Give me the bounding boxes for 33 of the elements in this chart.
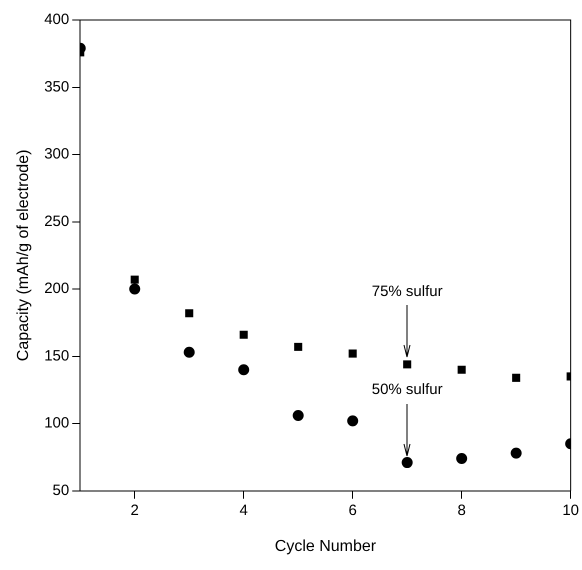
y-tick-label: 400 — [44, 11, 70, 28]
point — [510, 448, 522, 459]
point — [347, 415, 358, 426]
point — [238, 364, 250, 376]
point — [403, 360, 412, 368]
y-tick-label: 50 — [52, 482, 70, 499]
point — [512, 374, 520, 382]
y-tick-label: 150 — [44, 347, 70, 364]
point — [402, 457, 413, 468]
x-tick-label: 6 — [348, 502, 357, 519]
y-tick-label: 250 — [44, 212, 70, 230]
annotation: 50% sulfur — [372, 381, 443, 398]
x-tick-label: 8 — [458, 502, 466, 519]
point — [292, 410, 304, 421]
x-tick-label: 10 — [562, 502, 579, 519]
point — [294, 342, 302, 351]
point — [458, 366, 466, 374]
y-tick-label: 350 — [44, 78, 70, 96]
point — [184, 346, 195, 358]
point — [348, 350, 357, 358]
point — [456, 453, 468, 464]
point — [129, 284, 140, 295]
x-tick-label: 4 — [240, 502, 248, 519]
point — [130, 276, 139, 284]
y-axis-title: Capacity (mAh/g of electrode) — [15, 150, 32, 362]
annotation: 75% sulfur — [372, 282, 443, 300]
y-tick-label: 300 — [44, 146, 70, 163]
point — [240, 330, 248, 339]
y-tick-label: 100 — [44, 414, 70, 432]
x-axis-title: Cycle Number — [274, 538, 377, 555]
x-tick-label: 2 — [130, 502, 139, 519]
point — [185, 309, 194, 318]
y-tick-label: 200 — [44, 280, 70, 298]
